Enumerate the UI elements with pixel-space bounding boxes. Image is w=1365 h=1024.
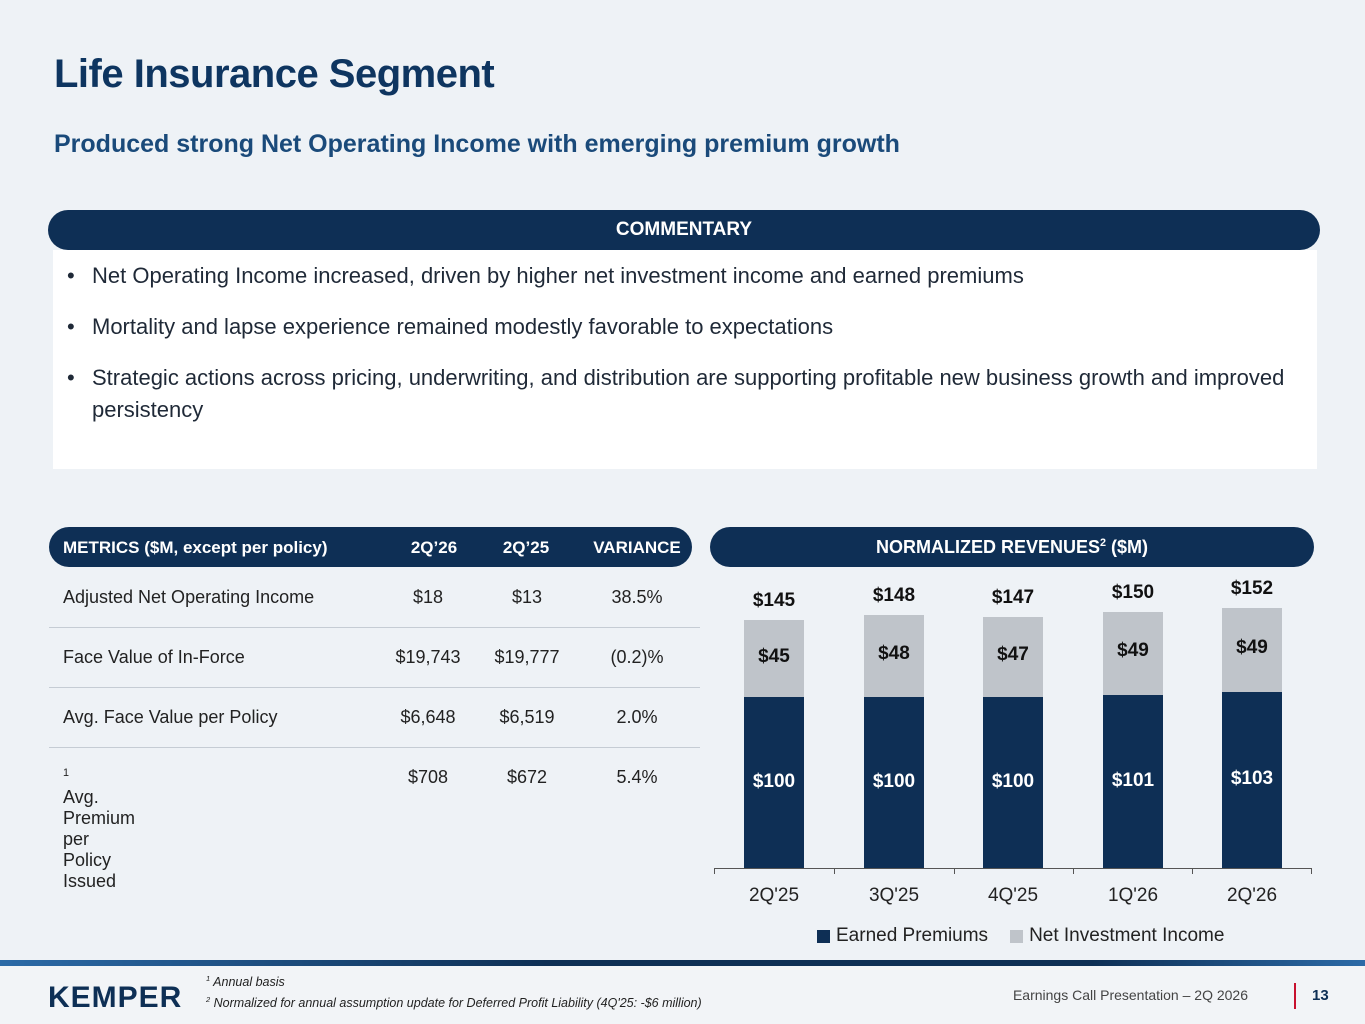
data-label-net-investment-income: $49 (1236, 636, 1268, 658)
x-axis-tick (1311, 868, 1312, 874)
data-label-net-investment-income: $47 (997, 643, 1029, 665)
bar-earned-premiums (864, 697, 924, 868)
metric-2q26: $6,648 (400, 707, 456, 727)
metric-variance: 38.5% (611, 587, 663, 607)
bar-earned-premiums (1222, 691, 1282, 868)
x-axis-tick (954, 868, 955, 874)
data-label-total: $148 (872, 584, 916, 606)
metric-label-text: Avg. Premium per Policy Issued (63, 787, 136, 891)
table-row: Adjusted Net Operating Income $18 $13 38… (49, 567, 700, 628)
metric-2q26: $19,743 (395, 647, 461, 667)
bar-net-investment-income (744, 620, 804, 697)
metrics-header-col-variance: VARIANCE (593, 538, 681, 557)
commentary-list: • Net Operating Income increased, driven … (53, 260, 1293, 445)
footnote-ref: 1 (63, 767, 70, 779)
x-axis-tick (1073, 868, 1074, 874)
commentary-header: COMMENTARY (48, 210, 1320, 250)
legend-label-net-investment-income: Net Investment Income (1029, 925, 1225, 946)
bullet-icon: • (67, 314, 75, 339)
commentary-header-label: COMMENTARY (615, 219, 753, 240)
metric-2q26: $18 (412, 587, 444, 607)
x-axis-tick-label: 2Q'26 (1226, 885, 1278, 906)
commentary-bullet: • Strategic actions across pricing, under… (53, 362, 1293, 426)
metric-variance: 5.4% (616, 767, 658, 787)
commentary-bullet-text: Net Operating Income increased, driven b… (92, 263, 1024, 288)
footnotes: 1 Annual basis 2 Normalized for annual a… (206, 970, 702, 1012)
metric-2q26: $708 (407, 767, 449, 787)
page-title: Life Insurance Segment (54, 52, 495, 96)
data-label-earned-premiums: $103 (1230, 767, 1274, 789)
metric-label: Avg. Face Value per Policy (63, 707, 278, 727)
x-axis-tick (714, 868, 715, 874)
footer-separator (1294, 983, 1296, 1009)
footnote-2: 2 Normalized for annual assumption updat… (206, 995, 702, 1011)
metric-label: Face Value of In-Force (63, 647, 245, 667)
metric-variance: 2.0% (616, 707, 658, 727)
metric-variance: (0.2)% (610, 647, 664, 667)
commentary-bullet-text: Mortality and lapse experience remained … (92, 314, 834, 339)
data-label-net-investment-income: $45 (758, 645, 790, 667)
metric-2q25: $6,519 (499, 707, 555, 727)
page-number: 13 (1312, 987, 1329, 1004)
bar-earned-premiums (983, 697, 1043, 868)
footer (0, 960, 1365, 1024)
table-row: Face Value of In-Force $19,743 $19,777 (… (49, 627, 700, 688)
metric-2q25: $13 (511, 587, 543, 607)
bullet-icon: • (67, 365, 75, 390)
x-axis-line (714, 868, 1311, 869)
chart-legend: Earned Premiums Net Investment Income (817, 925, 1224, 947)
metrics-header-label: METRICS ($M, except per policy) (63, 538, 328, 557)
metric-label: Adjusted Net Operating Income (63, 587, 315, 607)
bar-net-investment-income (983, 616, 1043, 697)
table-row: Avg. Premium per Policy Issued 1 $708 $67… (49, 747, 700, 891)
bar-net-investment-income (1103, 611, 1163, 696)
bar-earned-premiums (744, 697, 804, 868)
data-label-total: $147 (991, 586, 1035, 608)
page-subtitle: Produced strong Net Operating Income wit… (54, 130, 900, 158)
metric-2q25: $672 (506, 767, 548, 787)
data-label-earned-premiums: $100 (872, 770, 916, 792)
data-label-total: $145 (752, 590, 796, 612)
data-label-earned-premiums: $100 (991, 770, 1035, 792)
bar-net-investment-income (864, 614, 924, 697)
metrics-header-col-2q25: 2Q’25 (502, 538, 550, 557)
x-axis-tick-label: 1Q'26 (1107, 885, 1159, 906)
presentation-name: Earnings Call Presentation – 2Q 2026 (1012, 987, 1248, 1003)
data-label-total: $150 (1111, 581, 1155, 603)
data-label-net-investment-income: $49 (1117, 640, 1149, 662)
bar-net-investment-income (1222, 608, 1282, 692)
legend-swatch-earned-premiums (817, 929, 830, 943)
legend-label-earned-premiums: Earned Premiums (836, 925, 989, 946)
data-label-net-investment-income: $48 (878, 642, 910, 664)
commentary-bullet: • Net Operating Income increased, driven … (53, 260, 1293, 292)
data-label-earned-premiums: $101 (1111, 769, 1155, 791)
metrics-table-header: METRICS ($M, except per policy) 2Q’26 2Q… (49, 527, 692, 567)
x-axis-tick-label: 2Q'25 (748, 885, 800, 906)
data-label-earned-premiums: $100 (752, 770, 796, 792)
bullet-icon: • (67, 263, 75, 288)
x-axis-tick-label: 4Q'25 (987, 885, 1039, 906)
commentary-panel: • Net Operating Income increased, driven … (53, 250, 1317, 469)
metric-2q25: $19,777 (494, 647, 560, 667)
footnote-1: 1 Annual basis (206, 974, 285, 990)
table-row: Avg. Face Value per Policy $6,648 $6,519… (49, 687, 700, 748)
x-axis-tick (1192, 868, 1193, 874)
metrics-header-col-2q26: 2Q’26 (410, 538, 458, 557)
kemper-logo: KEMPER (48, 981, 183, 1014)
revenues-header-label: NORMALIZED REVENUES2 ($M) (875, 536, 1149, 557)
commentary-bullet-text: Strategic actions across pricing, underw… (92, 365, 1285, 422)
legend-swatch-net-investment-income (1010, 929, 1024, 943)
commentary-bullet: • Mortality and lapse experience remained… (53, 311, 1293, 343)
bar-earned-premiums (1103, 695, 1163, 868)
x-axis-tick-label: 3Q'25 (868, 885, 920, 906)
metric-label: Avg. Premium per Policy Issued 1 (63, 767, 135, 891)
x-axis-tick (834, 868, 835, 874)
footer-divider (0, 960, 1365, 966)
revenues-chart-header: NORMALIZED REVENUES2 ($M) (710, 527, 1314, 567)
data-label-total: $152 (1230, 578, 1274, 600)
